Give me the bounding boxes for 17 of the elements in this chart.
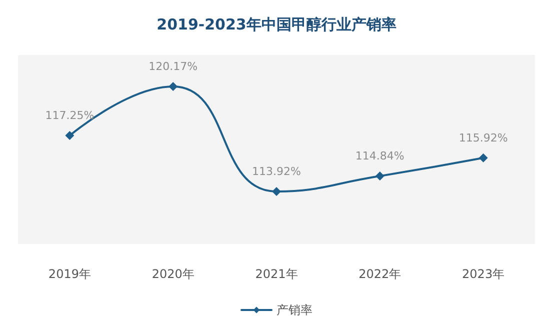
x-tick-label: 2020年	[152, 267, 194, 281]
point	[272, 187, 281, 196]
point	[375, 172, 384, 181]
data-label: 120.17%	[148, 60, 198, 73]
data-label: 113.92%	[252, 165, 301, 178]
data-label: 117.25%	[45, 109, 94, 122]
legend-label: 产销率	[276, 303, 312, 317]
point	[168, 82, 178, 91]
data-label: 115.92%	[458, 131, 508, 144]
point	[478, 153, 488, 162]
chart-title: 2019-2023年中国甲醇行业产销率	[156, 16, 396, 34]
x-tick-label: 2019年	[48, 267, 91, 281]
x-tick-label: 2022年	[358, 267, 402, 281]
data-label: 114.84%	[355, 150, 404, 163]
point	[65, 131, 74, 140]
x-tick-label: 2023年	[462, 267, 505, 281]
x-tick-label: 2021年	[255, 267, 298, 281]
